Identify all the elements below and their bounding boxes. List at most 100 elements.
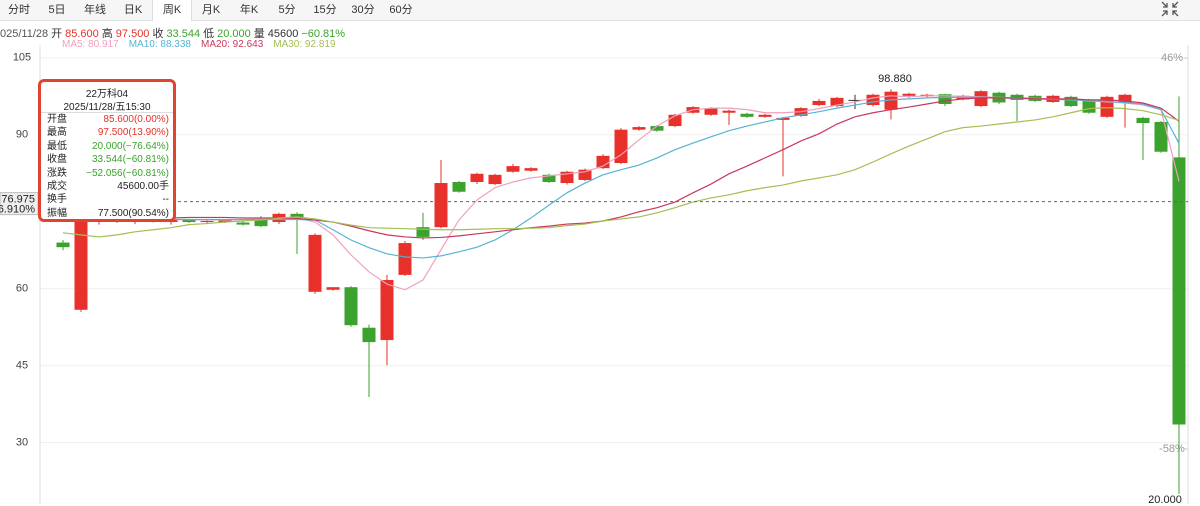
candle-body [326,287,340,290]
candle-body [740,113,754,117]
min-label: 20.000 [1148,494,1182,506]
tooltip-label: 开盘 [47,114,67,125]
candle-body [524,168,538,171]
tab[interactable]: 60分 [389,4,413,16]
crosshair-change: 6.910% [0,204,35,216]
quote-value: 45600 [267,28,299,40]
quote-value: 97.500 [115,28,150,40]
candle-body [380,280,394,341]
candle-body [398,243,412,275]
tooltip-label: 最低 [47,140,67,152]
ma-line [63,97,1180,239]
candle-body [1172,157,1186,425]
candle-body [830,97,844,107]
tooltip: 22万科04 2025/11/28/五15:30 开盘 85.600(0.00%)… [38,79,176,222]
quote-label: 量 [253,28,265,40]
candle-body [254,219,268,227]
tooltip-label: 最高 [47,127,67,139]
tooltip-value: 33.544(−60.81%) [91,154,169,166]
candle-body [974,91,988,107]
quote-change: −60.81% [301,28,346,40]
quote-value: 33.544 [166,28,201,40]
candle-body [938,94,952,105]
quote-value: 85.600 [65,28,99,40]
tooltip-row: 涨跌 −52.056(−60.81%) [41,167,173,180]
ma-line [63,96,1180,259]
candle-body [596,155,610,169]
candle-body [434,183,448,228]
candle-body [56,242,70,248]
candle-body [182,219,196,223]
tooltip-value: 97.500(13.90%) [97,127,169,139]
tooltip-value: 85.600(0.00%) [103,114,169,125]
candle-body [416,227,430,237]
candle-body [848,99,862,101]
tooltip-row: 换手 -- [41,193,173,206]
tooltip-row: 开盘 85.600(0.00%) [41,113,173,126]
tab[interactable]: 15分 [313,4,337,16]
ma-line [62,95,1180,291]
quote-label: 开 [51,28,63,40]
tab[interactable]: 年K [239,4,259,16]
tooltip-row: 最高 97.500(13.90%) [41,126,173,139]
tab[interactable]: 5日 [48,4,66,16]
candle-body [1136,117,1150,123]
quote-label: 收 [152,28,164,40]
candle-body [776,117,790,120]
tab[interactable]: 30分 [351,4,375,16]
tooltip-value: -- [162,194,169,206]
tooltip-row: 最低 20.000(−76.64%) [41,140,173,153]
candle-body [902,93,916,96]
tooltip-date: 2025/11/28/五15:30 [41,98,173,113]
y-tick-label: 90 [16,129,28,141]
candle-body [200,221,214,223]
candle-body [560,171,574,184]
candle-body [668,114,682,127]
quote-label: 高 [101,28,113,40]
quote-value: 20.000 [217,28,251,40]
candle-body [290,213,304,218]
legend-entry: MA30: 92.819 [273,39,336,50]
y-tick-label: 45 [16,360,28,372]
tooltip-row: 成交 45600.00手 [41,180,173,193]
tab[interactable]: 月K [201,4,221,16]
tooltip-value: 77.500(90.54%) [97,207,169,219]
period-tabs: 分时 5日 年线 日K 周K 月K 年K 5分 15分 30分 60分 [0,0,1200,21]
candle-body [488,174,502,185]
candle-body [1118,94,1132,103]
candle-body [812,100,826,106]
tab[interactable]: 周K [152,0,192,21]
y-tick-label: 60 [16,283,28,295]
ma-legend: MA5: 80.917 MA10: 88.338 MA20: 92.643 MA30:… [62,39,346,50]
tab[interactable]: 5分 [278,4,296,16]
candle-body [866,94,880,106]
tab[interactable]: 日K [123,4,143,16]
tooltip-label: 振幅 [47,207,67,219]
crosshair-value: 76.975 [1,194,35,206]
tooltip-label: 涨跌 [47,167,67,179]
candle-body [452,182,466,192]
tab[interactable]: 分时 [8,4,30,16]
ma-line [62,107,1180,238]
candle-body [236,222,250,225]
tab[interactable]: 年线 [84,4,106,16]
y-tick-label: 105 [13,52,31,64]
candle-body [506,166,520,172]
candle-body [344,287,358,326]
quote-label: 低 [203,28,215,40]
candle-body [758,114,772,117]
candle-body [1154,121,1168,152]
candle-body [308,234,322,292]
tooltip-value: 45600.00手 [117,180,169,192]
tooltip-label: 换手 [47,194,67,206]
candle-body [632,127,646,130]
candle-body [218,219,232,223]
candle-body [470,173,484,183]
tooltip-value: −52.056(−60.81%) [86,167,169,179]
collapse-icon[interactable] [1158,0,1182,18]
candle-body [1064,96,1078,107]
tooltip-row: 收盘 33.544(−60.81%) [41,153,173,166]
candle-body [722,110,736,113]
